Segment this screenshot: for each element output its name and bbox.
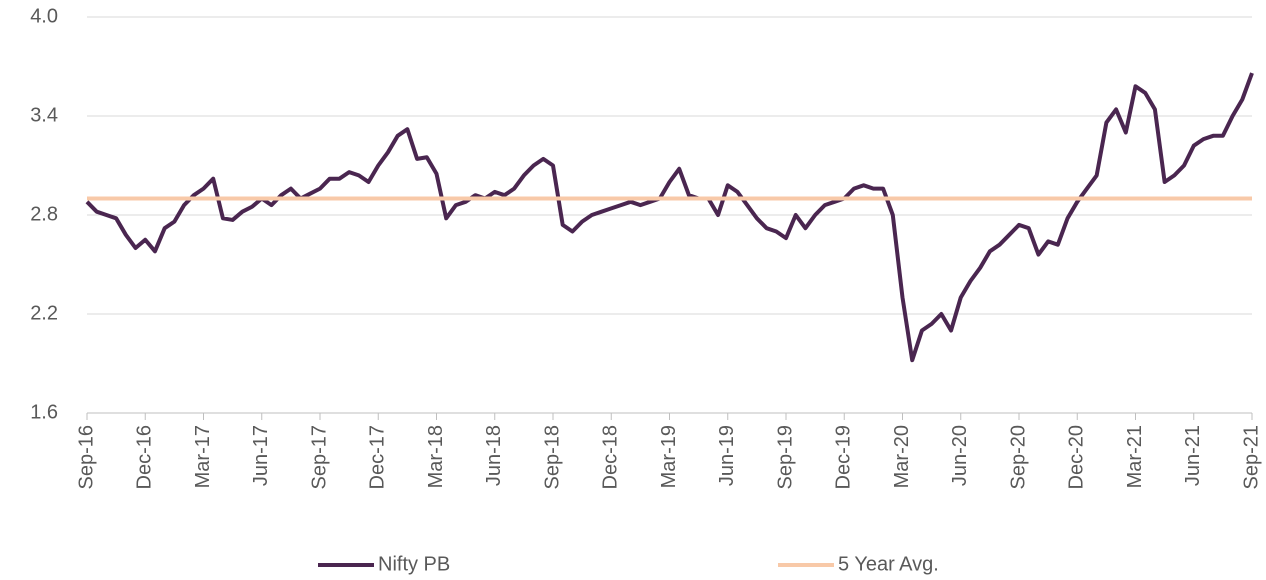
x-tick-label: Dec-18: [600, 425, 622, 489]
y-tick-label: 4.0: [30, 5, 58, 27]
x-tick-label: Mar-19: [658, 425, 680, 488]
x-tick-label: Mar-21: [1124, 425, 1146, 488]
legend-label: 5 Year Avg.: [838, 553, 939, 575]
y-tick-label: 3.4: [30, 104, 58, 126]
x-tick-label: Sep-20: [1007, 425, 1029, 490]
y-tick-label: 2.8: [30, 203, 58, 225]
x-tick-label: Jun-17: [250, 425, 272, 486]
x-tick-label: Mar-17: [192, 425, 214, 488]
x-tick-label: Jun-18: [483, 425, 505, 486]
x-tick-label: Dec-16: [134, 425, 156, 489]
x-tick-label: Mar-18: [425, 425, 447, 488]
x-tick-label: Mar-20: [891, 425, 913, 488]
x-tick-label: Jun-19: [716, 425, 738, 486]
x-tick-label: Sep-17: [308, 425, 330, 490]
x-tick-label: Dec-17: [367, 425, 389, 489]
x-tick-label: Dec-19: [833, 425, 855, 489]
y-tick-label: 2.2: [30, 302, 58, 324]
x-tick-label: Sep-19: [774, 425, 796, 490]
x-tick-label: Jun-21: [1182, 425, 1204, 486]
x-tick-label: Sep-21: [1240, 425, 1262, 490]
x-tick-label: Sep-18: [541, 425, 563, 490]
series-line: [85, 72, 1254, 363]
x-tick-label: Sep-16: [75, 425, 97, 490]
x-tick-label: Dec-20: [1066, 425, 1088, 489]
y-tick-label: 1.6: [30, 401, 58, 423]
legend-label: Nifty PB: [378, 553, 450, 575]
x-tick-label: Jun-20: [949, 425, 971, 486]
